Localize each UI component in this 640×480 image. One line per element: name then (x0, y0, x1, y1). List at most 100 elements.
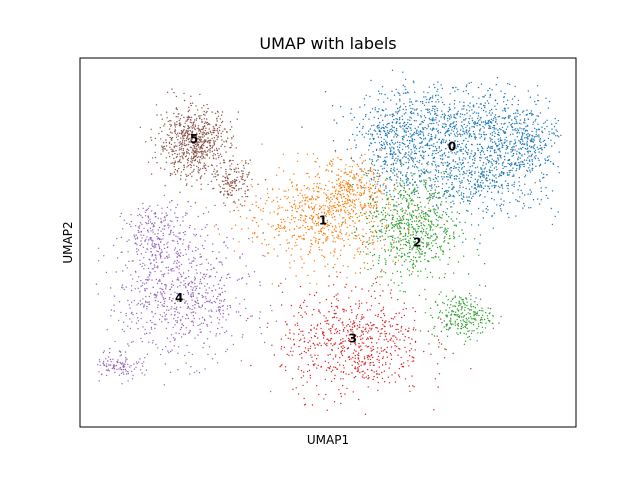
data-point (335, 354, 337, 356)
data-point (316, 157, 319, 160)
data-point (411, 216, 413, 218)
data-point (488, 119, 490, 122)
data-point (479, 175, 482, 178)
data-point (178, 238, 180, 240)
data-point (399, 177, 402, 180)
cluster-4-points (95, 194, 333, 393)
data-point (311, 226, 313, 228)
data-point (349, 200, 352, 202)
data-point (311, 207, 314, 210)
data-point (478, 124, 481, 126)
data-point (330, 193, 332, 195)
data-point (459, 304, 461, 306)
data-point (205, 258, 208, 261)
data-point (515, 153, 518, 155)
data-point (226, 236, 228, 239)
data-point (456, 132, 458, 134)
data-point (356, 134, 358, 136)
data-point (369, 195, 371, 197)
data-point (460, 313, 462, 315)
data-point (418, 208, 420, 211)
data-point (438, 215, 440, 217)
data-point (361, 214, 363, 216)
data-point (327, 263, 329, 265)
data-point (359, 324, 361, 326)
data-point (480, 107, 483, 110)
data-point (382, 109, 385, 112)
data-point (320, 230, 322, 232)
data-point (396, 146, 399, 148)
data-point (334, 149, 337, 152)
data-point (315, 358, 318, 360)
data-point (471, 117, 473, 119)
data-point (459, 187, 461, 189)
data-point (435, 101, 437, 103)
data-point (380, 165, 382, 167)
data-point (385, 363, 387, 366)
data-point (382, 218, 384, 220)
data-point (490, 108, 493, 111)
data-point (422, 146, 424, 148)
data-point (330, 338, 332, 340)
data-point (476, 304, 478, 306)
data-point (161, 251, 163, 253)
data-point (473, 310, 475, 313)
data-point (339, 238, 341, 240)
data-point (331, 349, 333, 352)
data-point (450, 319, 452, 321)
data-point (523, 121, 525, 124)
data-point (345, 325, 348, 327)
data-point (312, 153, 315, 155)
data-point (280, 346, 283, 348)
data-point (445, 323, 447, 326)
data-point (351, 338, 353, 340)
data-point (137, 317, 139, 319)
data-point (454, 178, 456, 180)
data-point (509, 201, 511, 204)
data-point (337, 204, 340, 206)
data-point (372, 239, 374, 241)
data-point (437, 88, 439, 91)
data-point (439, 197, 441, 199)
data-point (332, 369, 334, 371)
data-point (320, 327, 322, 330)
data-point (299, 306, 301, 309)
data-point (394, 237, 396, 240)
data-point (408, 337, 410, 339)
data-point (394, 134, 396, 136)
data-point (478, 106, 480, 108)
data-point (445, 325, 448, 327)
data-point (374, 192, 376, 194)
data-point (182, 293, 185, 296)
data-point (518, 151, 520, 154)
data-point (362, 207, 364, 209)
data-point (400, 202, 402, 205)
data-point (272, 225, 274, 227)
data-point (407, 330, 409, 332)
data-point (342, 184, 344, 186)
data-point (329, 163, 331, 165)
data-point (398, 203, 400, 206)
data-point (441, 226, 443, 228)
data-point (162, 305, 164, 307)
data-point (460, 297, 462, 299)
data-point (497, 116, 499, 118)
data-point (381, 198, 384, 200)
data-point (195, 287, 198, 290)
data-point (423, 115, 426, 117)
data-point (433, 184, 436, 186)
data-point (376, 196, 378, 198)
data-point (347, 337, 350, 340)
data-point (410, 140, 412, 142)
data-point (289, 329, 291, 331)
data-point (517, 129, 520, 132)
data-point (407, 224, 409, 227)
data-point (325, 317, 327, 319)
data-point (391, 325, 394, 327)
data-point (422, 128, 424, 130)
data-point (438, 216, 440, 219)
data-point (471, 150, 473, 152)
data-point (451, 182, 453, 184)
data-point (315, 199, 317, 201)
data-point (448, 151, 450, 153)
